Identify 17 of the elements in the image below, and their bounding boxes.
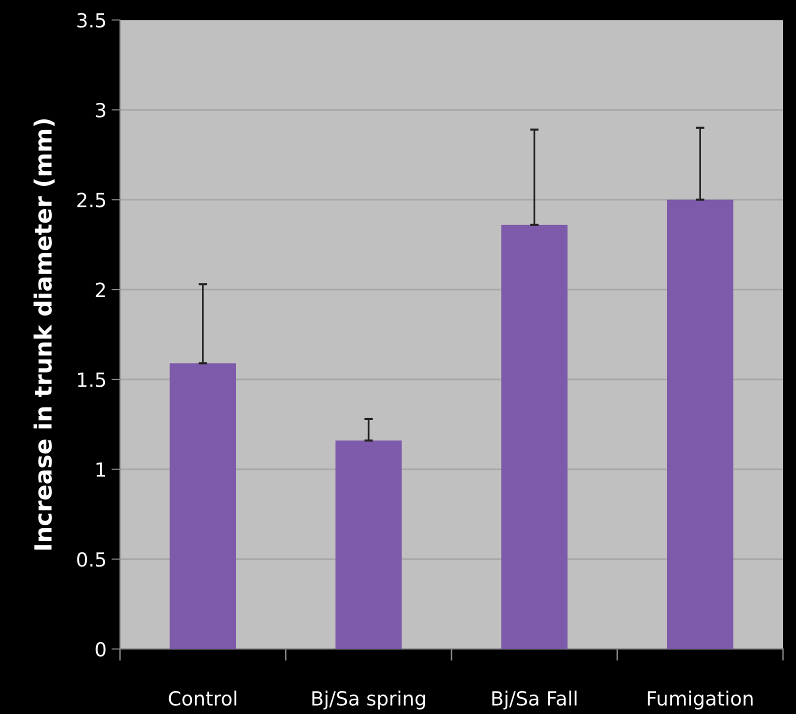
x-tick-label: Bj/Sa Fall [492, 690, 576, 710]
y-tick-label: 1.5 [78, 372, 106, 388]
y-tick-label: 0.5 [77, 552, 106, 567]
y-axis-title: Increase in trunk diameter (mm) [34, 119, 55, 550]
bar [501, 224, 568, 649]
y-tick-label: 3.5 [77, 12, 106, 28]
y-tick-label: 2.5 [77, 192, 106, 208]
x-tick-label: Control [168, 690, 236, 706]
x-tick-label: Fumigation [648, 690, 753, 710]
bar [666, 200, 734, 649]
x-tick-label: Bj/Sa spring [312, 690, 425, 710]
bar [335, 440, 402, 649]
y-tick-label: 2 [96, 282, 105, 297]
y-tick-label: 0 [96, 642, 106, 657]
y-tick-label: 1 [96, 462, 106, 477]
bar [170, 363, 236, 649]
y-tick-label: 3 [96, 102, 106, 118]
